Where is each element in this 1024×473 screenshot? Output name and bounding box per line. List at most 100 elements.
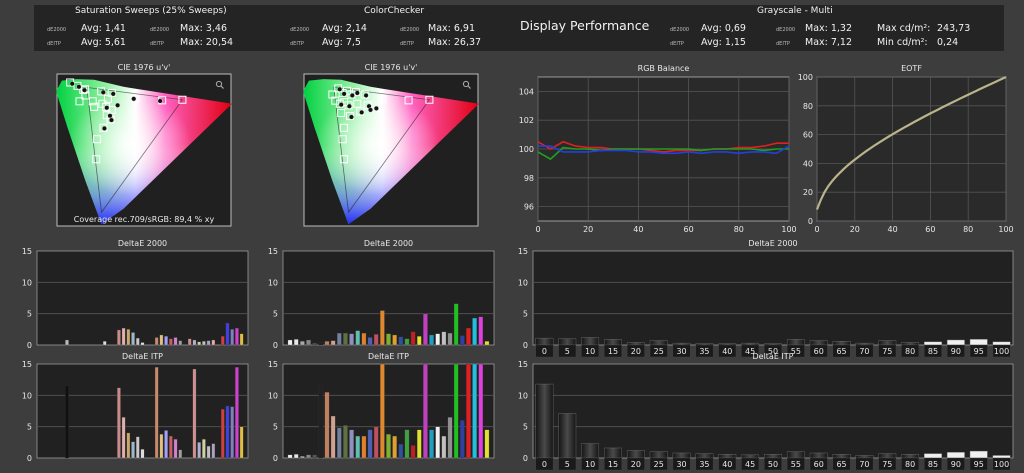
chart-title: RGB Balance [638, 64, 690, 73]
bar [324, 392, 330, 459]
bar-label-box [969, 344, 988, 358]
bar [367, 429, 373, 459]
bar [380, 363, 385, 459]
magnifier-icon [462, 80, 471, 89]
bar [121, 327, 126, 346]
deitp-max: Max: 7,12 [805, 37, 853, 48]
measured-point [338, 102, 344, 108]
x-tick-label: 25 [654, 347, 664, 356]
target-marker [178, 95, 187, 104]
plot-frame [36, 363, 249, 459]
magnifier-icon-lens [215, 80, 223, 88]
bar [169, 338, 173, 346]
bar [901, 342, 920, 346]
max-luminance-label: Max cd/m²: [877, 23, 931, 34]
bar [453, 363, 459, 459]
bar [969, 450, 988, 459]
bar [206, 445, 211, 459]
x-tick-label: 60 [814, 460, 824, 469]
x-tick-label: 95 [974, 460, 984, 469]
deitp-avg: Avg: 5,61 [81, 37, 126, 48]
deitp-avg: Avg: 7,5 [322, 37, 361, 48]
chart-title: CIE 1976 u'v' [118, 63, 171, 72]
bar [349, 429, 354, 459]
bar [373, 426, 379, 459]
x-tick-label: 50 [768, 460, 778, 469]
bar [764, 454, 782, 459]
target-marker [378, 94, 387, 103]
x-tick-label: 80 [905, 460, 915, 469]
bar [367, 337, 373, 346]
bar [293, 339, 299, 346]
x-tick-label: 55 [791, 347, 801, 356]
bar [386, 333, 391, 346]
bar [672, 452, 691, 459]
x-tick-label: 85 [928, 460, 938, 469]
bar-label-box [718, 344, 737, 358]
target-marker [99, 123, 108, 132]
bar-label-box [558, 457, 577, 471]
bar [901, 454, 920, 459]
bar [135, 337, 140, 346]
bar [312, 454, 317, 459]
bar [131, 332, 135, 346]
de2000-avg: Avg: 0,69 [701, 23, 746, 34]
bar [159, 334, 164, 346]
bar [741, 454, 760, 459]
bar [626, 342, 645, 346]
bar [398, 336, 404, 346]
bar [878, 453, 897, 459]
de2000-tag: dE2000 [400, 27, 420, 33]
measured-point [108, 117, 115, 123]
bar [924, 341, 942, 346]
plot-frame [532, 363, 1014, 459]
bar [416, 429, 422, 459]
bar [380, 310, 385, 346]
bar [202, 439, 206, 459]
bar [300, 341, 305, 346]
bar [447, 417, 453, 459]
bar [484, 429, 490, 459]
bar-label-box [901, 344, 920, 358]
x-tick-label: 60 [925, 225, 935, 234]
target-marker [340, 155, 349, 164]
bar [355, 330, 361, 346]
deitp-avg: Avg: 1,15 [701, 37, 746, 48]
deitp-tag: dEITP [776, 41, 790, 47]
x-tick-label: 15 [608, 460, 618, 469]
bar [126, 329, 131, 346]
x-tick-label: 100 [781, 225, 796, 234]
plot-frame [282, 250, 495, 346]
bar-label-box [649, 457, 668, 471]
bar [410, 331, 416, 346]
measured-point [367, 107, 374, 113]
target-marker [75, 97, 84, 106]
bar-label-box [764, 344, 782, 358]
x-tick-label: 95 [974, 347, 984, 356]
bar [140, 342, 145, 346]
target-marker [353, 99, 362, 108]
measured-point [354, 90, 360, 96]
bar [604, 339, 622, 346]
target-marker [425, 95, 434, 104]
bar [786, 451, 805, 459]
chart-title: DeltaE 2000 [364, 239, 413, 248]
bar [126, 432, 131, 459]
de2000-tag: dE2000 [670, 27, 690, 33]
bar [318, 385, 324, 459]
y-tick-label: 15 [268, 360, 278, 369]
bar-label-box [535, 457, 554, 471]
bar [65, 385, 69, 459]
target-marker [344, 101, 353, 110]
measured-point [115, 102, 121, 108]
bar [466, 327, 471, 346]
de2000-max: Max: 1,32 [805, 23, 853, 34]
y-tick-label: 20 [803, 188, 813, 197]
y-tick-label: 10 [518, 391, 528, 400]
spectral-locus-white [56, 79, 232, 224]
bar [140, 449, 145, 459]
y-tick-label: 15 [22, 360, 32, 369]
plot-frame [532, 250, 1014, 346]
x-tick-label: 80 [905, 347, 915, 356]
measured-point [349, 92, 355, 98]
